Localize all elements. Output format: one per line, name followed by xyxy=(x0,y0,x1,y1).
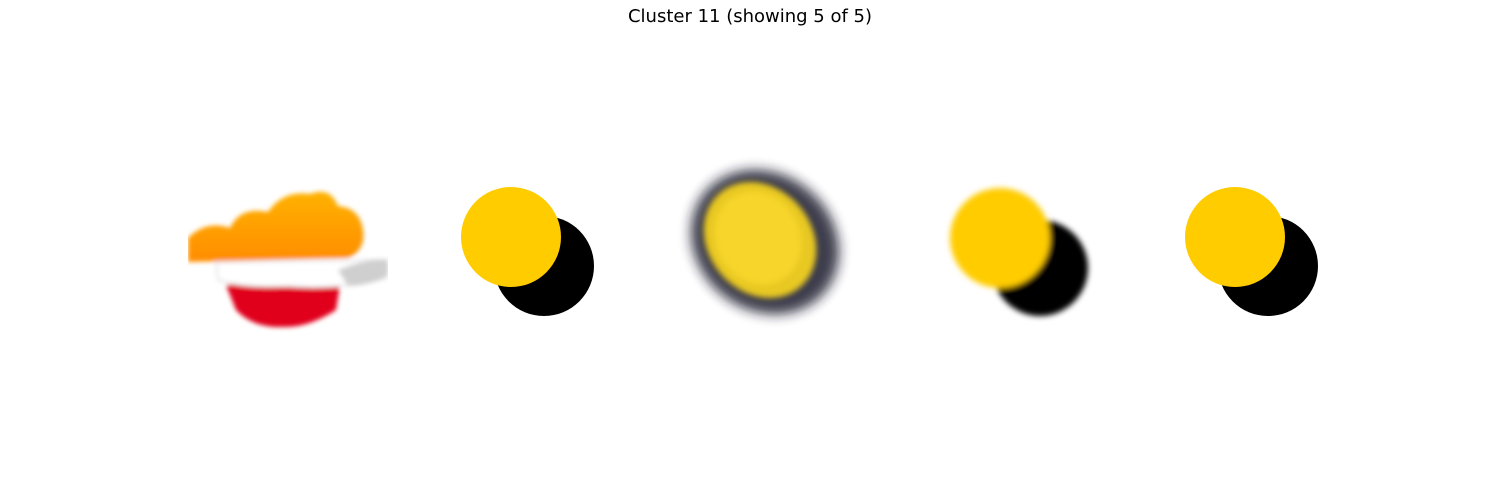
thumbnail-3 xyxy=(660,150,860,350)
eclipse-icon xyxy=(1185,187,1318,316)
thumbnail-1 xyxy=(188,150,388,350)
thumbnail-4 xyxy=(896,150,1096,350)
thumbnail-5 xyxy=(1132,150,1332,350)
thumbnail-2 xyxy=(424,150,624,350)
cloud-flag-icon xyxy=(188,191,388,328)
eclipse-icon xyxy=(461,187,594,316)
eclipse-icon xyxy=(950,188,1088,316)
figure-title: Cluster 11 (showing 5 of 5) xyxy=(627,6,873,27)
blurred-eclipse-icon xyxy=(690,169,840,315)
